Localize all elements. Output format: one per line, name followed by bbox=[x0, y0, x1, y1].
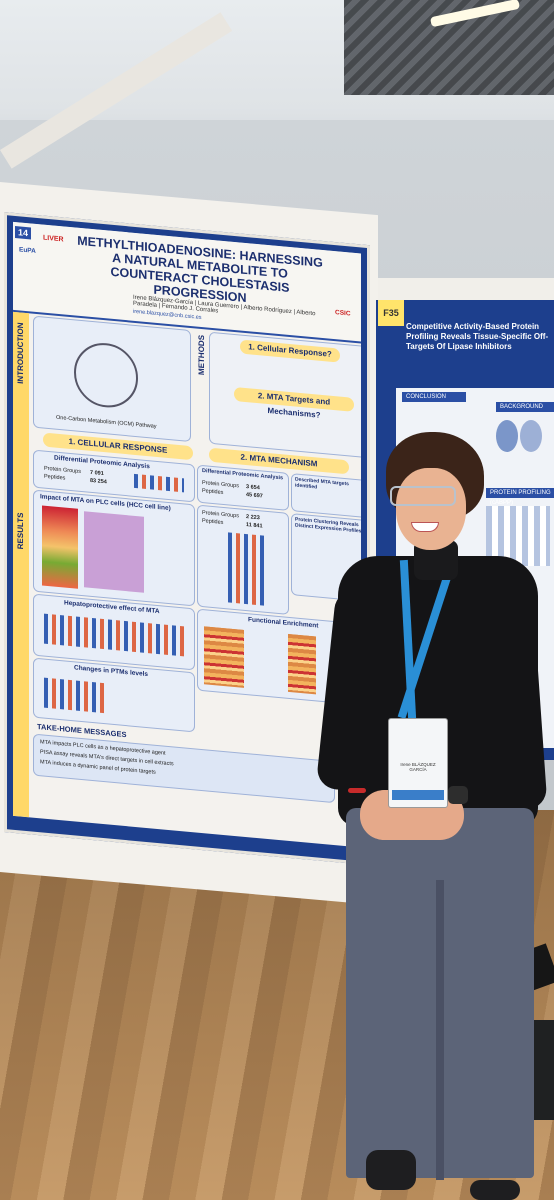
poster-tag: F35 bbox=[378, 300, 404, 326]
mta-targets-panel: Described MTA targets identified bbox=[291, 473, 361, 519]
stat-value: 7 091 bbox=[90, 469, 104, 478]
right-shoe bbox=[470, 1180, 520, 1200]
impact-panel: Impact of MTA on PLC cells (HCC cell lin… bbox=[33, 489, 195, 607]
pisa-panel: Protein Groups 2 223 Peptides 11 841 bbox=[197, 504, 289, 615]
section-bar: PROTEIN PROFILING (cABPP) bbox=[486, 488, 554, 506]
section-bar: BACKGROUND bbox=[496, 402, 554, 412]
subpanel-title: Described MTA targets identified bbox=[295, 476, 349, 491]
poster-left: 14 EuPA LIVER METHYLTHIOADENOSINE: HARNE… bbox=[4, 212, 370, 866]
bar-graphic bbox=[228, 532, 268, 607]
introduction-panel: One-Carbon Metabolism (OCM) Pathway bbox=[33, 315, 191, 443]
bar-graphic bbox=[134, 473, 184, 493]
subpanel-title: Protein Clustering Reveals Distinct Expr… bbox=[295, 516, 361, 535]
results-label: RESULTS bbox=[16, 512, 25, 550]
heatmap bbox=[42, 505, 78, 589]
enrichment-table bbox=[84, 511, 144, 593]
bar-graphic bbox=[44, 677, 104, 714]
diagram-circle bbox=[520, 420, 542, 452]
section-bar: CONCLUSION bbox=[402, 392, 466, 402]
stat-value: 45 697 bbox=[246, 492, 263, 500]
subpanel-title: Differential Proteomic Analysis bbox=[202, 468, 284, 482]
subpanel-title: Changes in PTMs levels bbox=[74, 664, 149, 679]
eupa-logo: EuPA bbox=[19, 246, 36, 255]
stat-label: Peptides bbox=[202, 488, 224, 496]
stat-value: 3 654 bbox=[246, 484, 260, 492]
take-home-box: MTA impacts PLC cells as a hepatoprotect… bbox=[33, 733, 335, 804]
diagram-circle bbox=[496, 420, 518, 452]
poster-left-body: 14 EuPA LIVER METHYLTHIOADENOSINE: HARNE… bbox=[13, 221, 361, 848]
poster-number: 14 bbox=[15, 226, 32, 240]
section-sidebar: INTRODUCTION RESULTS bbox=[13, 311, 29, 818]
ocm-caption: One-Carbon Metabolism (OCM) Pathway bbox=[56, 414, 157, 430]
proteomic-panel-2: Differential Proteomic Analysis Protein … bbox=[197, 464, 289, 511]
trouser-seam bbox=[436, 880, 444, 1180]
method-step-2: 2. MTA Targets and Mechanisms? bbox=[234, 386, 354, 420]
badge-footer bbox=[392, 790, 444, 800]
heatmap bbox=[204, 626, 244, 688]
csic-logo: CSIC bbox=[335, 309, 351, 318]
eyeglasses bbox=[390, 486, 456, 506]
introduction-label: INTRODUCTION bbox=[16, 322, 25, 385]
bar-graphic bbox=[44, 613, 184, 657]
stat-label: Peptides bbox=[44, 473, 66, 482]
method-step-1: 1. Cellular Response? bbox=[240, 339, 340, 363]
left-shoe bbox=[366, 1150, 416, 1190]
ocm-cycle-diagram bbox=[74, 340, 138, 411]
stat-value: 2 223 bbox=[246, 514, 260, 522]
stat-label: Peptides bbox=[202, 518, 224, 526]
liver-logo: LIVER bbox=[43, 234, 64, 244]
ptm-panel: Changes in PTMs levels bbox=[33, 657, 195, 733]
red-bracelet bbox=[348, 788, 366, 793]
smiling-face bbox=[396, 468, 466, 550]
wristwatch bbox=[448, 786, 468, 804]
badge-name: Irene BLÁZQUEZ GARCÍA bbox=[400, 762, 436, 772]
stat-value: 11 841 bbox=[246, 522, 263, 530]
poster-right-title: Competitive Activity-Based Protein Profi… bbox=[406, 322, 549, 351]
subpanel-title: Functional Enrichment bbox=[248, 616, 319, 630]
heatmap bbox=[288, 633, 316, 695]
stat-value: 83 254 bbox=[90, 477, 107, 486]
methods-label: METHODS bbox=[197, 334, 206, 376]
methods-panel: 1. Cellular Response? 2. MTA Targets and… bbox=[209, 331, 361, 459]
